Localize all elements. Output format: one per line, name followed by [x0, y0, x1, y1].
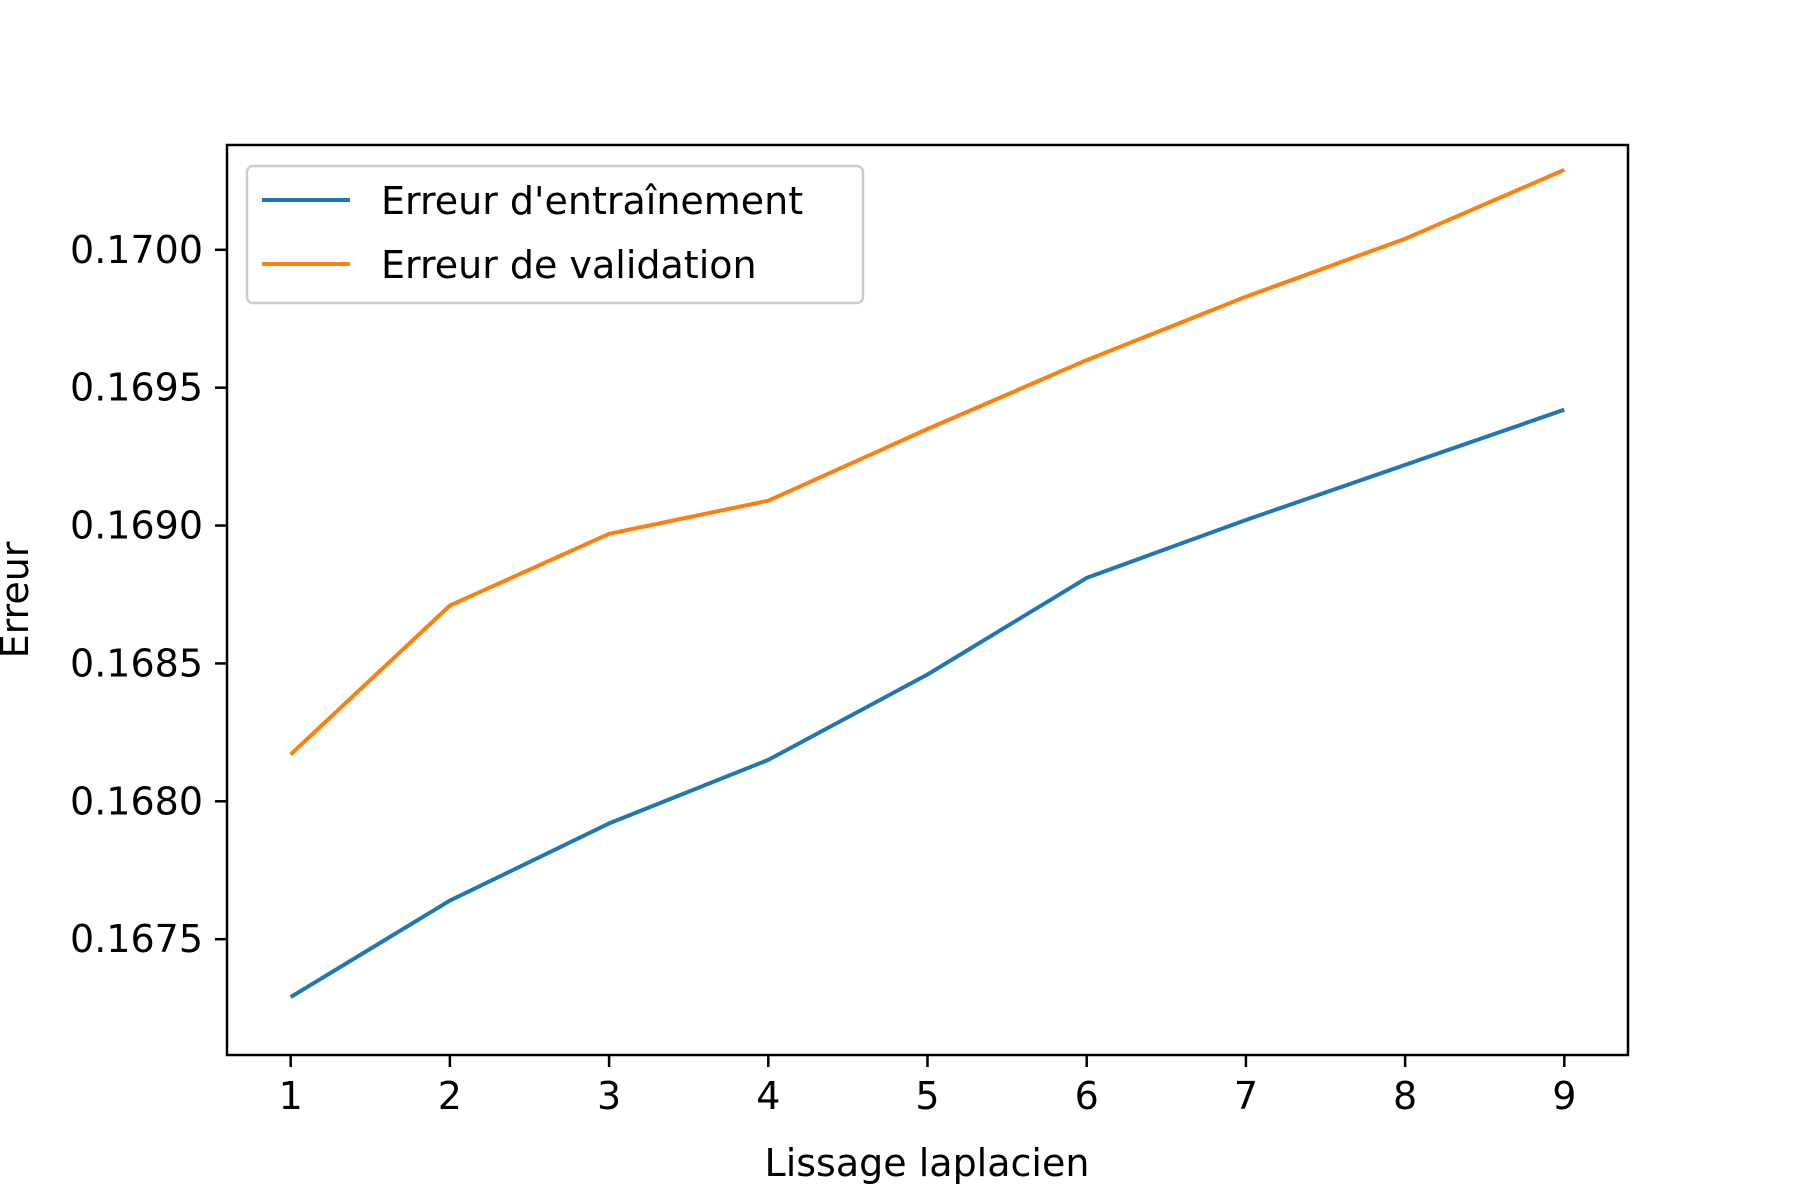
x-tick-label: 1: [279, 1074, 303, 1118]
y-tick-label: 0.1675: [70, 917, 203, 961]
y-tick-label: 0.1695: [70, 366, 203, 410]
y-tick-label: 0.1700: [70, 228, 203, 272]
legend-label-validation: Erreur de validation: [381, 243, 757, 287]
x-tick-label: 2: [438, 1074, 462, 1118]
y-tick-label: 0.1685: [70, 641, 203, 685]
series-line-validation: [289, 167, 1566, 756]
legend: Erreur d'entraînement Erreur de validati…: [245, 164, 865, 305]
x-tick-label: 5: [915, 1074, 939, 1118]
x-tick-label: 6: [1075, 1074, 1099, 1118]
series-layer: [289, 167, 1566, 999]
x-tick-label: 3: [597, 1074, 621, 1118]
x-tick-label: 8: [1393, 1074, 1417, 1118]
x-axis: 1 2 3 4 5 6 7 8 9: [279, 1055, 1576, 1118]
x-tick-label: 7: [1234, 1074, 1258, 1118]
legend-label-train: Erreur d'entraînement: [381, 179, 803, 223]
x-axis-label: Lissage laplacien: [765, 1141, 1090, 1185]
series-line-train: [289, 407, 1565, 999]
x-tick-label: 9: [1552, 1074, 1576, 1118]
y-axis: 0.1675 0.1680 0.1685 0.1690 0.1695 0.1700: [70, 228, 227, 961]
y-axis-label: Erreur: [0, 541, 37, 658]
y-tick-label: 0.1680: [70, 779, 203, 823]
y-tick-label: 0.1690: [70, 504, 203, 548]
x-tick-label: 4: [756, 1074, 780, 1118]
legend-box: [245, 164, 865, 305]
